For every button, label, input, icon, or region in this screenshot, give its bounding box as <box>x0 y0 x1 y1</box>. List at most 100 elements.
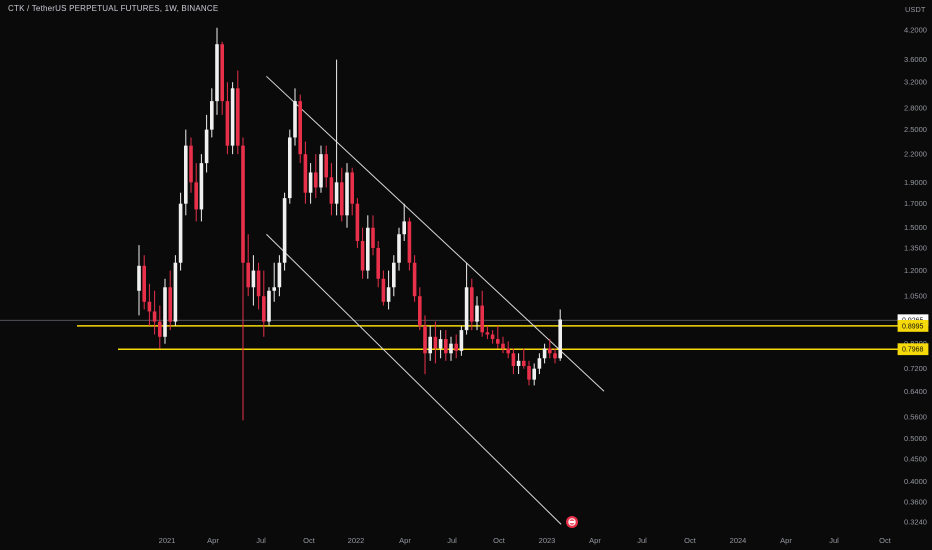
candle <box>298 94 302 164</box>
candle-body <box>184 145 188 204</box>
candle <box>418 287 422 331</box>
candle-body <box>490 334 495 340</box>
candle <box>350 167 354 216</box>
candle-body <box>225 101 230 146</box>
candle-body <box>475 305 479 322</box>
event-marker-icon[interactable] <box>566 516 578 528</box>
candle-body <box>485 332 490 335</box>
time-tick-label: Oct <box>303 536 316 545</box>
candle <box>537 353 542 375</box>
candle <box>355 198 360 248</box>
candle <box>340 167 344 222</box>
price-tick-label: 0.3600 <box>904 497 927 506</box>
candle <box>376 240 380 288</box>
candle <box>246 234 250 297</box>
candle-body <box>438 339 443 349</box>
price-tick-label: 4.2000 <box>904 26 927 35</box>
candle-body <box>360 240 365 271</box>
candle <box>142 255 146 310</box>
candle-body <box>178 203 183 263</box>
candle <box>319 145 323 193</box>
price-tick-label: 1.2000 <box>904 266 927 275</box>
price-tick-label: 0.7200 <box>904 364 927 373</box>
time-tick-label: Jul <box>256 536 266 545</box>
candle-body <box>548 348 552 354</box>
candle-body <box>142 265 146 302</box>
candle-body <box>516 360 521 367</box>
candle-body <box>277 262 282 288</box>
candle-body <box>522 360 526 367</box>
event-marker-ring <box>568 518 576 526</box>
candle-body <box>220 44 224 102</box>
candle <box>386 270 391 310</box>
candle-body <box>152 311 157 322</box>
candle-body <box>314 172 318 188</box>
candle-body <box>262 296 266 322</box>
candle <box>194 163 198 222</box>
candle-body <box>371 227 375 248</box>
candle <box>324 145 328 188</box>
candle <box>189 137 193 193</box>
candle <box>501 336 505 354</box>
candle <box>152 290 157 335</box>
candle-body <box>230 88 235 146</box>
candle <box>459 325 464 356</box>
candle <box>423 315 427 375</box>
candle <box>532 363 536 386</box>
candle-body <box>199 163 204 210</box>
candle-body <box>303 154 308 193</box>
chart-title: CTK / TetherUS PERPETUAL FUTURES, 1W, BI… <box>8 4 219 13</box>
candle-body <box>470 287 474 322</box>
candle-body <box>340 182 344 216</box>
candle <box>428 325 432 361</box>
candle <box>345 163 349 228</box>
candle-body <box>298 101 302 155</box>
candle-body <box>392 262 396 288</box>
time-axis[interactable]: 2021 Apr Jul Oct 2022 Apr Jul Oct 2023 Apr Jul Oct 2… <box>159 536 892 545</box>
candle <box>516 353 521 375</box>
candle-body <box>210 101 214 130</box>
price-tick-label: 0.6400 <box>904 387 927 396</box>
candle-body <box>532 368 536 380</box>
candle-body <box>402 221 406 235</box>
candle-body <box>163 287 167 337</box>
candle <box>433 321 438 364</box>
price-tick-label: 3.6000 <box>904 55 927 64</box>
candle-body <box>173 262 178 322</box>
candle <box>480 290 484 337</box>
candle-body <box>537 358 542 369</box>
trend-line <box>266 233 562 525</box>
candle <box>464 262 469 335</box>
price-tick-label: 0.4000 <box>904 477 927 486</box>
candle <box>147 283 152 326</box>
candle-body <box>381 278 386 302</box>
time-tick-label: Apr <box>207 536 219 545</box>
price-tick-label: 0.3240 <box>904 518 927 527</box>
candle <box>438 330 443 359</box>
level-tag-upper: 0.8995 <box>897 320 929 332</box>
candle-body <box>459 330 464 351</box>
candle-body <box>324 154 328 178</box>
time-tick-label: Jul <box>637 536 647 545</box>
candle-body <box>251 270 256 288</box>
event-marker[interactable] <box>566 516 578 528</box>
candle <box>334 59 339 216</box>
candle <box>449 336 453 361</box>
candle <box>407 217 412 271</box>
candle-body <box>428 336 432 354</box>
price-tick-label: 2.2000 <box>904 150 927 159</box>
price-axis[interactable]: 4.2000 3.6000 3.2000 2.8000 2.5000 2.2000 1.90… <box>904 26 927 527</box>
time-tick-label: 2022 <box>348 536 365 545</box>
price-tag-box <box>897 320 929 332</box>
candle <box>381 270 386 306</box>
price-tick-label: 2.5000 <box>904 125 927 134</box>
candle <box>371 215 375 256</box>
candle <box>506 341 510 359</box>
candle <box>444 330 448 361</box>
time-tick-label: Apr <box>589 536 601 545</box>
candle <box>308 163 313 204</box>
candle-body <box>454 343 458 351</box>
candle <box>360 227 365 279</box>
candle <box>272 262 276 302</box>
